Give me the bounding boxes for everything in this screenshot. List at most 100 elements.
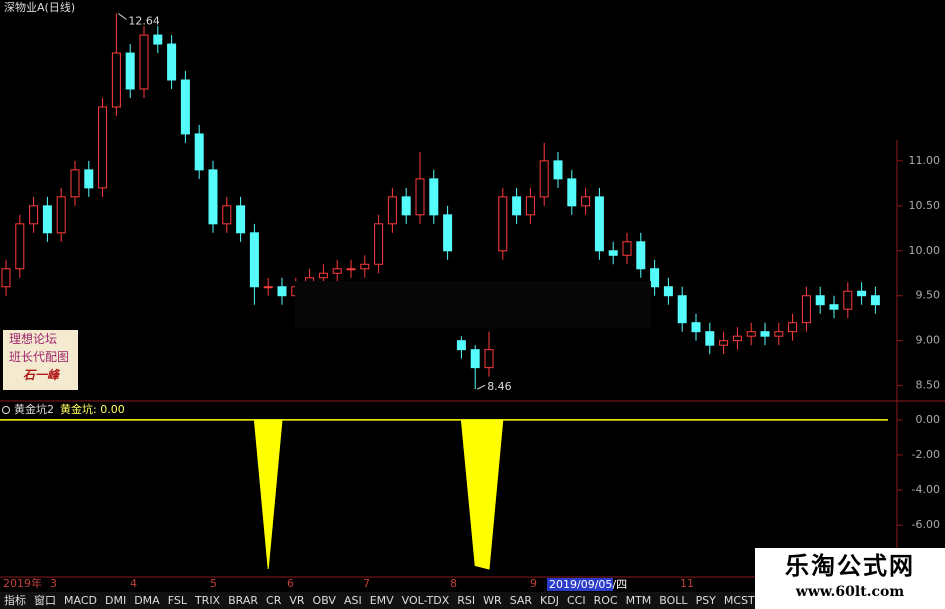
cursor-date-bg: [547, 578, 613, 591]
candle-body: [263, 286, 273, 289]
candle-body: [498, 196, 508, 252]
toolbar-tab[interactable]: CCI: [566, 594, 586, 607]
candle-body: [774, 331, 784, 337]
candle-body: [318, 272, 328, 279]
date-label: 5: [210, 577, 217, 590]
watermark-right: 乐淘公式网 www.60lt.com: [755, 548, 945, 609]
toolbar-tab[interactable]: 窗口: [34, 594, 56, 607]
indicator-icon: [2, 406, 10, 414]
candle-body: [746, 331, 756, 337]
y-tick-label: 9.00: [916, 334, 941, 347]
candle-body: [470, 349, 480, 369]
candle-body: [332, 268, 342, 274]
candle-body: [277, 286, 287, 297]
candle-body: [705, 331, 715, 346]
candle-body: [539, 160, 549, 198]
toolbar-tab[interactable]: TRIX: [194, 594, 221, 607]
date-label: 2019年: [3, 576, 42, 590]
candle-body: [636, 241, 646, 270]
y-tick-label: 9.50: [916, 289, 941, 302]
toolbar-tab[interactable]: MACD: [64, 594, 97, 607]
candle-body: [815, 295, 825, 306]
candle-body: [415, 178, 425, 216]
indicator-legend: 黄金坑: 0.00: [60, 402, 125, 416]
candle-body: [801, 295, 811, 324]
candle-body: [42, 205, 52, 234]
candle-body: [870, 295, 880, 306]
candle-body: [15, 223, 25, 270]
candle-body: [180, 79, 190, 135]
candle-body: [98, 106, 108, 189]
toolbar-tab[interactable]: OBV: [312, 594, 336, 607]
y-tick-label: 0.00: [916, 413, 941, 426]
window-title: 深物业A(日线): [4, 0, 75, 14]
candle-body: [512, 196, 522, 216]
candle-body: [525, 196, 535, 216]
y-tick-label: 8.50: [916, 379, 941, 392]
min-pointer: [476, 384, 486, 390]
max-pointer: [118, 13, 127, 20]
date-label: 9: [530, 577, 537, 590]
candle-body: [222, 205, 232, 225]
candle-body: [29, 205, 39, 225]
date-label: 3: [50, 577, 57, 590]
candle-body: [732, 335, 742, 342]
toolbar-tab[interactable]: BOLL: [659, 594, 688, 607]
candle-body: [125, 52, 135, 90]
chart-area: 深物业A(日线) 黄金坑2 黄金坑: 0.00 8.50 9.00 9.50 10.0…: [0, 0, 945, 591]
candle-body: [650, 268, 660, 288]
candle-body: [456, 340, 466, 351]
candle-body: [691, 322, 701, 333]
toolbar-tab[interactable]: VOL-TDX: [401, 594, 450, 607]
min-label: 8.46: [487, 380, 512, 393]
indicator-title: 黄金坑2: [14, 402, 54, 416]
toolbar-tab[interactable]: CR: [266, 594, 282, 607]
toolbar-tab[interactable]: ROC: [593, 594, 618, 607]
candle-body: [719, 340, 729, 346]
toolbar-tab[interactable]: DMA: [134, 594, 160, 607]
toolbar-tab[interactable]: PSY: [695, 594, 716, 607]
date-label: 7: [363, 577, 370, 590]
cursor-date: 2019/09/05/四: [549, 578, 627, 591]
candle-body: [594, 196, 604, 252]
candle-body: [1, 268, 11, 288]
toolbar-tab[interactable]: 指标: [4, 594, 26, 607]
y-tick-label: -6.00: [912, 518, 940, 531]
candle-body: [484, 349, 494, 369]
toolbar-tab[interactable]: VR: [289, 594, 305, 607]
redaction: [295, 281, 651, 328]
candle-body: [139, 34, 149, 90]
watermark-text: 班长代配图: [9, 350, 70, 364]
date-label: 6: [287, 577, 294, 590]
toolbar-tab[interactable]: BRAR: [228, 594, 259, 607]
toolbar-tab[interactable]: ASI: [343, 594, 362, 607]
candle-body: [194, 133, 204, 171]
candle-body: [429, 178, 439, 216]
y-tick-label: -2.00: [912, 448, 940, 461]
redaction: [535, 0, 945, 140]
candle-body: [84, 169, 94, 189]
toolbar-tab[interactable]: DMI: [104, 594, 127, 607]
candle-body: [567, 178, 577, 207]
watermark-text: www.60lt.com: [795, 584, 905, 600]
y-tick-label: -4.00: [912, 483, 940, 496]
candle-body: [677, 295, 687, 324]
toolbar-tab[interactable]: KDJ: [540, 594, 559, 607]
candle-body: [374, 223, 384, 265]
watermark-left: 理想论坛 班长代配图 石一峰: [3, 330, 78, 390]
candle-body: [360, 263, 370, 270]
watermark-text: 理想论坛: [9, 332, 58, 346]
toolbar-tab[interactable]: MCST: [723, 594, 755, 607]
candle-body: [622, 241, 632, 256]
toolbar-tab[interactable]: SAR: [509, 594, 533, 607]
candle-body: [843, 290, 853, 310]
toolbar-tab[interactable]: FSL: [167, 594, 187, 607]
toolbar-tab[interactable]: EMV: [369, 594, 394, 607]
candle-body: [346, 268, 356, 271]
y-tick-label: 10.00: [909, 244, 941, 257]
toolbar-tab[interactable]: WR: [483, 594, 502, 607]
candle-body: [70, 169, 80, 198]
toolbar-tab[interactable]: RSI: [457, 594, 476, 607]
toolbar-tab[interactable]: MTM: [625, 594, 652, 607]
